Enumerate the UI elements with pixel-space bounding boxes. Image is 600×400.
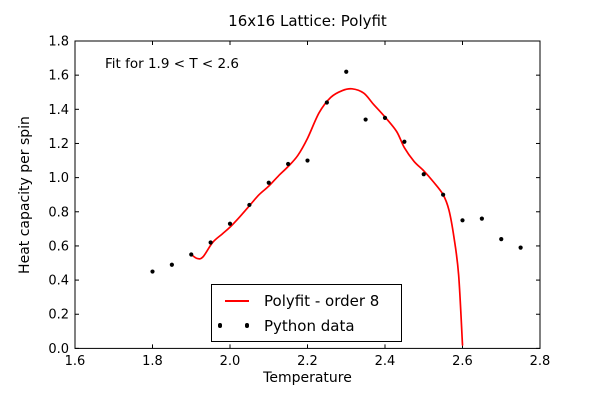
y-tick-label: 0.0 [48,342,69,357]
data-point [305,158,310,163]
x-tick-label: 2.2 [297,354,318,369]
x-tick-label: 2.4 [375,354,396,369]
data-point [169,262,174,267]
data-point [441,192,446,197]
data-point [518,245,523,250]
polyfit-curve [190,87,464,346]
data-point [421,172,426,177]
data-point [382,115,388,120]
y-axis-label: Heat capacity per spin [17,116,33,274]
x-tick-label: 1.8 [142,354,163,369]
x-tick-label: 2.0 [220,354,241,369]
data-point [344,69,349,74]
data-point [208,240,213,245]
legend-dot-icon [244,323,249,328]
y-tick-label: 1.4 [48,103,69,118]
fit-range-annotation: Fit for 1.9 < T < 2.6 [105,56,239,72]
legend: Polyfit - order 8 Python data [211,284,402,342]
legend-label-polyfit: Polyfit - order 8 [264,291,380,310]
x-tick-label: 1.6 [65,354,86,369]
legend-entry-polyfit: Polyfit - order 8 [212,288,401,313]
legend-line-swatch [225,299,249,302]
data-point [286,161,291,167]
chart-title: 16x16 Lattice: Polyfit [228,12,387,30]
y-tick-label: 1.8 [48,35,69,50]
y-tick-label: 0.2 [48,308,69,323]
legend-entry-data: Python data [212,313,401,338]
y-tick-label: 0.4 [48,274,69,289]
y-tick-label: 0.8 [48,205,69,220]
x-tick-label: 2.6 [452,354,473,369]
x-axis-label: Temperature [263,370,352,386]
legend-dot-icon [218,323,223,328]
y-tick-label: 1.6 [48,69,69,84]
legend-label-data: Python data [264,316,355,335]
data-point [266,180,271,185]
data-point [363,117,368,122]
data-point [227,221,233,226]
data-point [324,100,329,105]
data-point [247,202,252,208]
y-tick-label: 0.6 [48,239,69,254]
x-tick-label: 2.8 [530,354,551,369]
legend-marker-swatch [218,323,249,328]
data-point [479,216,484,221]
data-point [402,139,407,144]
data-point [189,252,194,257]
y-tick-label: 1.2 [48,137,69,152]
y-tick-label: 1.0 [48,171,69,186]
data-point [150,269,155,274]
data-point [499,237,504,242]
data-point [460,218,465,223]
